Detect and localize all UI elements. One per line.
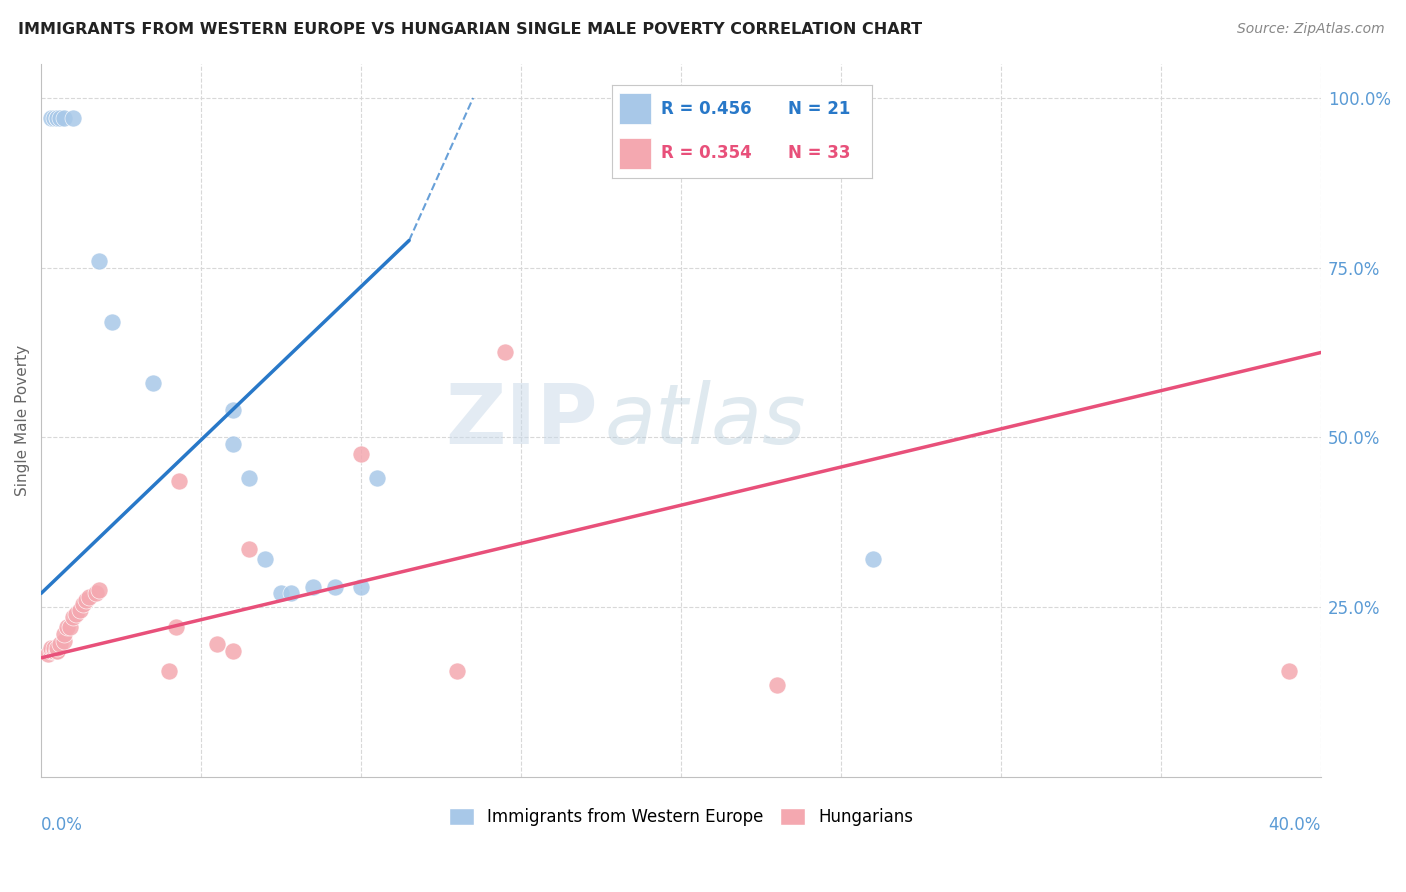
Point (59, 620, 82, 634)
Point (62, 610, 84, 624)
Point (157, 665, 180, 679)
Point (49, 637, 72, 651)
Point (69, 603, 91, 617)
Point (142, 376, 165, 390)
Point (65, 607, 87, 621)
Point (39, 112, 62, 126)
Point (42, 644, 65, 658)
Point (366, 471, 388, 485)
Point (46, 112, 69, 126)
Point (42, 644, 65, 658)
Point (77, 590, 100, 604)
Text: N = 21: N = 21 (789, 100, 851, 118)
Text: atlas: atlas (605, 380, 806, 461)
Point (222, 644, 245, 658)
Point (49, 112, 72, 126)
Point (84, 586, 107, 600)
Text: 0.0%: 0.0% (41, 816, 83, 834)
Point (270, 586, 292, 600)
Point (766, 678, 789, 692)
Point (46, 640, 69, 655)
Point (87, 253, 110, 268)
Point (494, 345, 516, 359)
Point (72, 597, 94, 611)
Y-axis label: Single Male Poverty: Single Male Poverty (15, 345, 30, 496)
Text: R = 0.456: R = 0.456 (661, 100, 752, 118)
Point (350, 580, 373, 594)
Point (280, 586, 302, 600)
Point (167, 475, 190, 489)
Point (254, 552, 277, 566)
Point (52, 633, 75, 648)
Point (350, 447, 373, 461)
Point (100, 315, 122, 329)
Text: 40.0%: 40.0% (1268, 816, 1322, 834)
Point (52, 112, 75, 126)
Point (42, 112, 65, 126)
Legend: Immigrants from Western Europe, Hungarians: Immigrants from Western Europe, Hungaria… (441, 801, 920, 832)
Point (46, 644, 69, 658)
Text: ZIP: ZIP (446, 380, 598, 461)
FancyBboxPatch shape (620, 138, 651, 169)
Text: IMMIGRANTS FROM WESTERN EUROPE VS HUNGARIAN SINGLE MALE POVERTY CORRELATION CHAR: IMMIGRANTS FROM WESTERN EUROPE VS HUNGAR… (18, 22, 922, 37)
Point (862, 552, 884, 566)
Text: N = 33: N = 33 (789, 144, 851, 161)
Point (75, 593, 97, 607)
Point (42, 640, 65, 655)
Point (37, 648, 59, 662)
Text: R = 0.354: R = 0.354 (661, 144, 752, 161)
Text: Source: ZipAtlas.com: Source: ZipAtlas.com (1237, 22, 1385, 37)
Point (87, 582, 110, 597)
Point (222, 403, 245, 417)
FancyBboxPatch shape (620, 93, 651, 124)
Point (446, 665, 468, 679)
Point (52, 627, 75, 641)
Point (325, 580, 347, 594)
Point (55, 620, 77, 634)
Point (39, 640, 62, 655)
Point (238, 471, 260, 485)
Point (222, 437, 245, 451)
Point (46, 112, 69, 126)
Point (1278, 665, 1301, 679)
Point (39, 644, 62, 658)
Point (62, 112, 84, 126)
Point (205, 637, 228, 651)
Point (238, 542, 260, 557)
Point (165, 620, 187, 634)
Point (302, 580, 325, 594)
Point (46, 644, 69, 658)
